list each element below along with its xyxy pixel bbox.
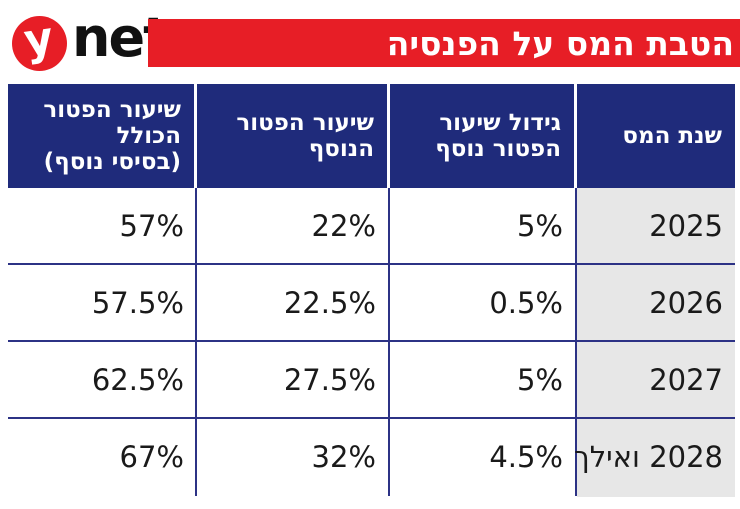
cell-additional-exemption: 22.5% xyxy=(283,286,376,320)
row-divider xyxy=(8,340,735,342)
cell-year: 2025 xyxy=(649,209,723,243)
ynet-logo: y net xyxy=(0,0,169,80)
cell-additional-exemption: 27.5% xyxy=(283,363,376,397)
column-header-exemption-growth: גידול שיעור הפטור נוסף xyxy=(390,84,574,188)
cell-total-exemption: 67% xyxy=(119,440,184,474)
title-banner: הטבת המס על הפנסיה xyxy=(148,19,740,67)
cell-exemption-growth: 4.5% xyxy=(489,440,563,474)
column-header-additional-exemption: שיעור הפטור הנוסף xyxy=(197,84,387,188)
cell-year: 2027 xyxy=(649,363,723,397)
page-title: הטבת המס על הפנסיה xyxy=(386,23,734,63)
cell-total-exemption: 62.5% xyxy=(91,363,184,397)
cell-year: 2028 ואילך xyxy=(574,440,723,474)
ynet-logo-red-circle: y xyxy=(12,11,67,71)
cell-total-exemption: 57.5% xyxy=(91,286,184,320)
cell-year: 2026 xyxy=(649,286,723,320)
cell-total-exemption: 57% xyxy=(119,209,184,243)
cell-exemption-growth: 5% xyxy=(516,209,563,243)
column-header-total-exemption: שיעור הפטור הכולל (בסיסי נוסף) xyxy=(8,84,194,188)
column-header-tax-year: שנת המס xyxy=(577,84,735,188)
cell-additional-exemption: 32% xyxy=(311,440,376,474)
ynet-logo-y-icon: y xyxy=(21,11,57,67)
row-divider xyxy=(8,417,735,419)
vertical-divider xyxy=(575,188,577,496)
cell-exemption-growth: 0.5% xyxy=(489,286,563,320)
vertical-divider xyxy=(388,188,390,496)
year-column-background xyxy=(577,188,735,497)
row-divider xyxy=(8,263,735,265)
vertical-divider xyxy=(195,188,197,496)
cell-exemption-growth: 5% xyxy=(516,363,563,397)
cell-additional-exemption: 22% xyxy=(311,209,376,243)
